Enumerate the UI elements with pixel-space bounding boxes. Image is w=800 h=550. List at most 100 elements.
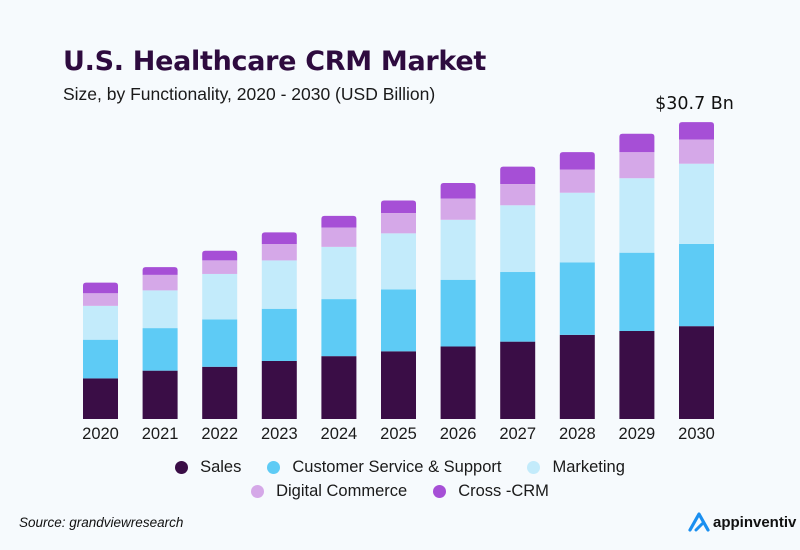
bar-segment-cross-crm — [679, 122, 714, 140]
bar-segment-sales — [381, 351, 416, 419]
x-tick-label: 2023 — [261, 425, 298, 443]
bar-segment-cross-crm — [500, 166, 536, 185]
bar-segment-customer-service-support — [83, 339, 118, 379]
stacked-bar-chart: 2020 2021 2022 2023 2024 2025 2026 2027 2028 2029… — [82, 94, 734, 443]
brand-logo: appinventiv — [688, 512, 796, 532]
bar-stack-2026 — [440, 183, 476, 419]
bar-stack-2029 — [619, 133, 655, 419]
bar-stack-2022 — [202, 250, 238, 419]
bar-segment-marketing — [679, 163, 714, 244]
bar-segment-digital-commerce — [202, 260, 238, 274]
bar-segment-marketing — [440, 219, 476, 280]
bar-segment-customer-service-support — [559, 262, 595, 335]
bar-segment-marketing — [619, 178, 655, 253]
legend-item: Marketing — [527, 457, 625, 477]
legend-swatch — [267, 460, 281, 474]
bar-segment-sales — [142, 370, 178, 419]
legend-row: Digital Commerce Cross -CRM — [0, 479, 800, 503]
bar-stack-2020 — [83, 282, 118, 419]
legend-label: Marketing — [552, 457, 625, 476]
legend-item: Digital Commerce — [251, 482, 407, 501]
legend-label: Cross -CRM — [458, 481, 549, 500]
bar-segment-customer-service-support — [381, 289, 416, 352]
legend-row: Sales Customer Service & Support Marketing — [0, 455, 800, 479]
legend-item: Customer Service & Support — [267, 458, 501, 477]
bar-segment-digital-commerce — [142, 274, 178, 291]
legend-swatch — [175, 460, 189, 474]
bar-segment-cross-crm — [83, 282, 118, 294]
bar-segment-sales — [679, 326, 714, 419]
bar-segment-marketing — [381, 233, 416, 290]
bar-segment-digital-commerce — [679, 139, 714, 164]
bar-stack-2030 — [679, 122, 714, 419]
x-tick-label: 2026 — [440, 425, 477, 443]
chart-legend: Sales Customer Service & Support Marketing… — [0, 455, 800, 503]
bar-segment-digital-commerce — [261, 243, 297, 261]
bar-stack-2027 — [500, 166, 536, 419]
bar-segment-digital-commerce — [559, 169, 595, 193]
bar-segment-cross-crm — [440, 183, 476, 199]
legend-item: Sales — [175, 458, 241, 477]
bar-segment-digital-commerce — [619, 152, 655, 179]
x-tick-label: 2024 — [321, 425, 358, 443]
x-tick-label: 2028 — [559, 425, 596, 443]
bar-segment-cross-crm — [381, 200, 416, 214]
bar-segment-marketing — [559, 192, 595, 263]
total-annotation: $30.7 Bn — [655, 94, 734, 114]
legend-swatch — [251, 484, 265, 498]
bar-stack-2023 — [261, 232, 297, 419]
bar-segment-digital-commerce — [83, 293, 118, 306]
bar-segment-sales — [619, 331, 655, 419]
bar-segment-cross-crm — [559, 152, 595, 170]
x-tick-label: 2027 — [499, 425, 536, 443]
x-tick-label: 2021 — [142, 425, 179, 443]
bar-segment-marketing — [202, 273, 238, 320]
appinventiv-logo-icon — [688, 512, 710, 532]
bar-segment-cross-crm — [202, 250, 238, 261]
bar-segment-customer-service-support — [142, 328, 178, 371]
bar-stack-2021 — [142, 267, 178, 419]
x-tick-label: 2022 — [201, 425, 238, 443]
bar-segment-sales — [559, 334, 595, 419]
chart-title: U.S. Healthcare CRM Market — [63, 46, 486, 77]
bar-stack-2028 — [559, 152, 595, 419]
bar-segment-sales — [261, 360, 297, 419]
bar-segment-digital-commerce — [440, 198, 476, 220]
brand-name: appinventiv — [713, 513, 797, 531]
bar-stack-2025 — [381, 200, 416, 419]
source-note: Source: grandviewresearch — [19, 515, 184, 530]
x-tick-label: 2030 — [678, 425, 715, 443]
legend-item: Cross -CRM — [433, 482, 549, 501]
x-tick-label: 2025 — [380, 425, 417, 443]
bar-segment-sales — [321, 356, 357, 419]
bar-segment-sales — [440, 346, 476, 419]
legend-swatch — [433, 484, 447, 498]
bar-segment-sales — [202, 366, 238, 419]
bar-segment-customer-service-support — [321, 299, 357, 357]
bar-stack-2024 — [321, 215, 357, 419]
bar-segment-marketing — [261, 260, 297, 309]
bar-segment-digital-commerce — [321, 227, 357, 247]
bar-segment-customer-service-support — [440, 279, 476, 347]
x-tick-label: 2029 — [619, 425, 656, 443]
chart-subtitle: Size, by Functionality, 2020 - 2030 (USD… — [63, 84, 436, 104]
bar-segment-customer-service-support — [261, 308, 297, 361]
x-tick-label: 2020 — [82, 425, 119, 443]
bar-segment-cross-crm — [619, 133, 655, 153]
legend-label: Customer Service & Support — [292, 457, 502, 476]
bar-segment-marketing — [500, 205, 536, 273]
bar-segment-marketing — [83, 305, 118, 340]
bar-segment-digital-commerce — [381, 213, 416, 234]
bar-segment-sales — [500, 341, 536, 419]
legend-swatch — [527, 460, 541, 474]
bar-segment-marketing — [321, 246, 357, 300]
bar-segment-cross-crm — [142, 267, 178, 275]
bar-segment-cross-crm — [321, 215, 357, 228]
legend-label: Sales — [200, 457, 242, 476]
bar-segment-customer-service-support — [679, 243, 714, 327]
bar-segment-customer-service-support — [619, 252, 655, 332]
bar-segment-sales — [83, 378, 118, 419]
bar-segment-marketing — [142, 290, 178, 329]
bar-segment-digital-commerce — [500, 184, 536, 206]
bar-segment-customer-service-support — [202, 319, 238, 367]
